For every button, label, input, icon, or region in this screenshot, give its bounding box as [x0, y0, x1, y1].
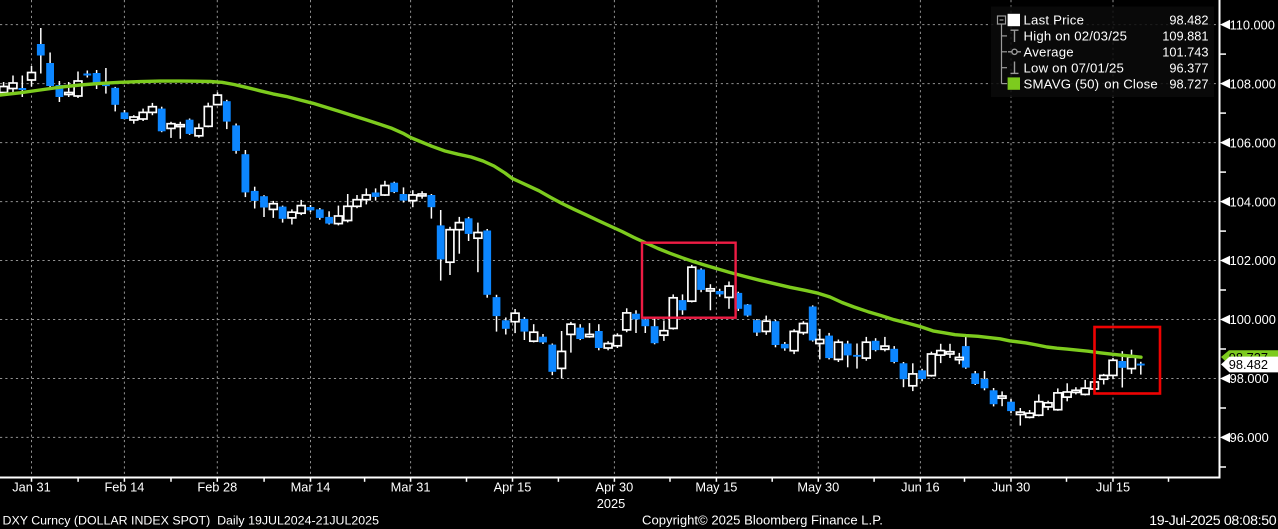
svg-text:108.000: 108.000	[1230, 76, 1276, 91]
svg-text:101.743: 101.743	[1162, 45, 1208, 60]
svg-text:98.482: 98.482	[1229, 357, 1268, 372]
svg-text:May 30: May 30	[797, 480, 839, 495]
svg-text:Copyright© 2025 Bloomberg Fina: Copyright© 2025 Bloomberg Finance L.P.	[642, 513, 883, 528]
svg-text:98.727: 98.727	[1169, 76, 1208, 91]
svg-text:Jun 30: Jun 30	[992, 480, 1030, 495]
svg-text:Jul 15: Jul 15	[1096, 480, 1130, 495]
svg-text:Low on 07/01/25: Low on 07/01/25	[1024, 60, 1125, 75]
svg-text:Mar 31: Mar 31	[391, 480, 431, 495]
svg-text:96.377: 96.377	[1169, 60, 1208, 75]
svg-text:High on 02/03/25: High on 02/03/25	[1024, 29, 1128, 44]
svg-text:19-Jul-2025 08:08:50: 19-Jul-2025 08:08:50	[1149, 513, 1277, 529]
svg-text:Feb 14: Feb 14	[104, 480, 144, 495]
svg-text:DXY Curncy (DOLLAR INDEX SPOT): DXY Curncy (DOLLAR INDEX SPOT) Daily 19J…	[3, 514, 380, 528]
svg-text:109.881: 109.881	[1162, 29, 1208, 44]
svg-text:Jan 31: Jan 31	[12, 480, 50, 495]
svg-text:Apr 30: Apr 30	[596, 480, 634, 495]
svg-text:98.482: 98.482	[1169, 13, 1208, 28]
svg-text:104.000: 104.000	[1230, 194, 1276, 209]
svg-text:2025: 2025	[597, 496, 625, 511]
svg-text:100.000: 100.000	[1230, 312, 1276, 327]
svg-text:110.000: 110.000	[1230, 17, 1275, 32]
svg-text:Last Price: Last Price	[1024, 13, 1085, 28]
svg-text:Feb 28: Feb 28	[197, 480, 237, 495]
svg-text:106.000: 106.000	[1230, 135, 1276, 150]
svg-text:May 15: May 15	[695, 480, 737, 495]
svg-text:Average: Average	[1024, 45, 1074, 60]
svg-text:102.000: 102.000	[1230, 253, 1276, 268]
svg-text:Mar 14: Mar 14	[291, 480, 331, 495]
svg-text:98.000: 98.000	[1230, 371, 1269, 386]
svg-text:SMAVG (50)on Close: SMAVG (50) on Close	[1024, 76, 1158, 91]
svg-text:Apr 15: Apr 15	[494, 480, 532, 495]
svg-text:96.000: 96.000	[1230, 430, 1269, 445]
svg-text:Jun 16: Jun 16	[901, 480, 939, 495]
